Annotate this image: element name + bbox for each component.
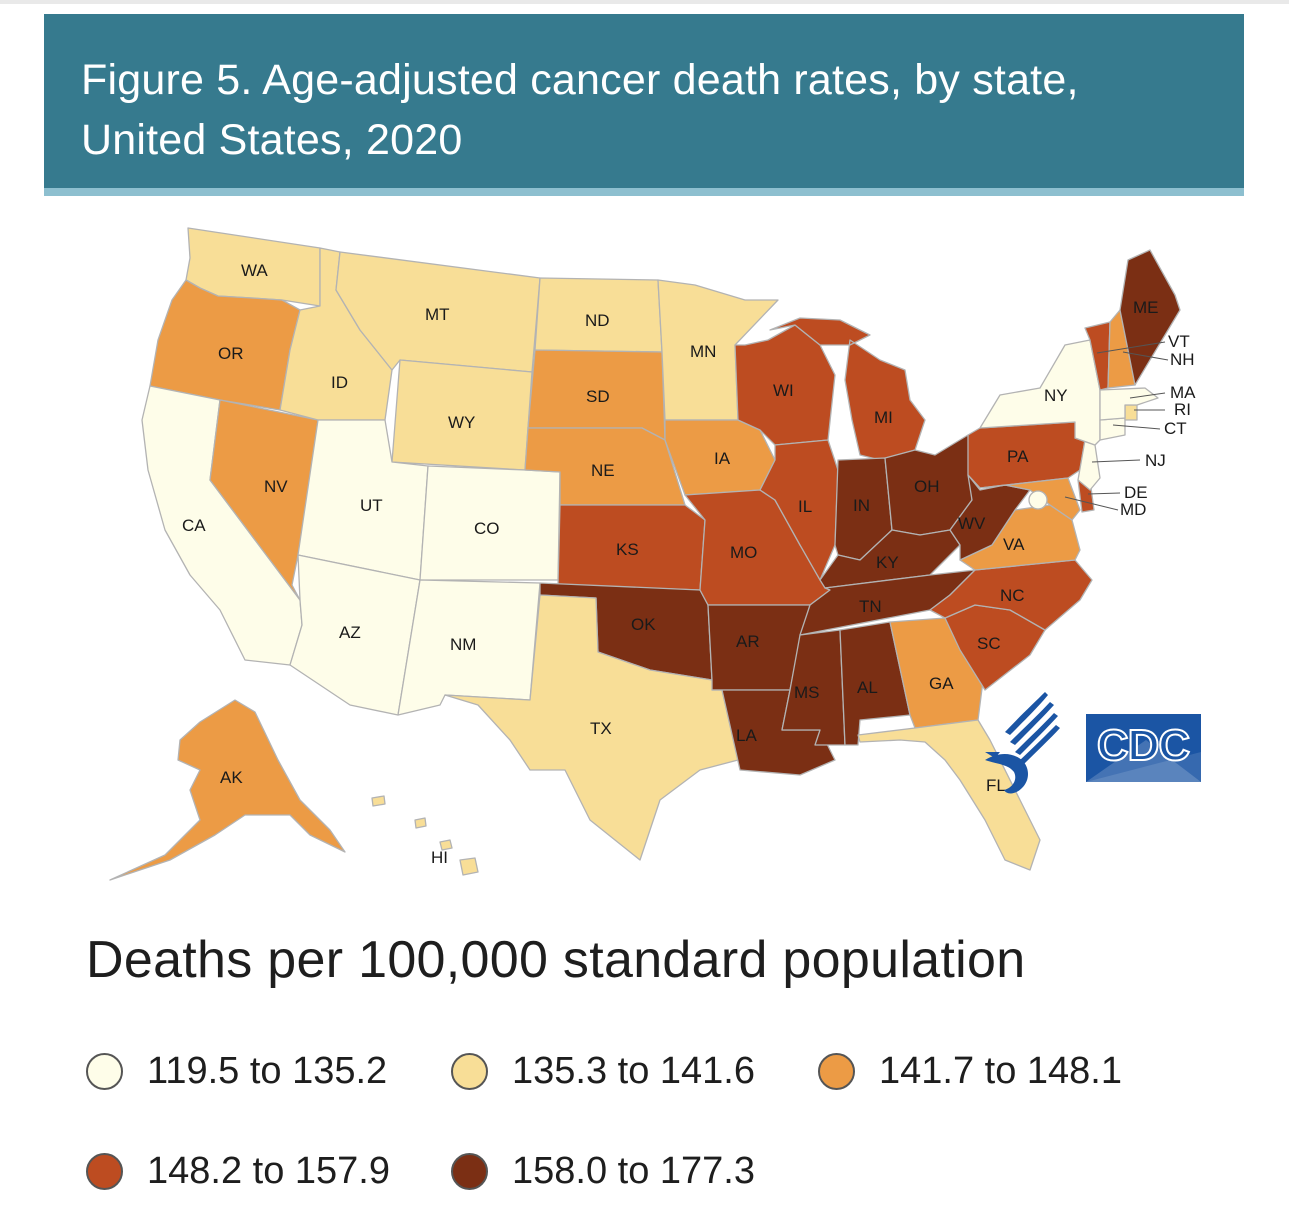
state-label-OH: OH	[914, 477, 940, 496]
state-label-HI: HI	[431, 848, 448, 867]
cdc-logo-text: CDC	[1097, 721, 1190, 770]
state-label-MO: MO	[730, 543, 757, 562]
state-CT[interactable]	[1099, 417, 1126, 441]
state-label-WY: WY	[448, 413, 475, 432]
legend-label: 141.7 to 148.1	[879, 1050, 1122, 1092]
state-label-CT: CT	[1164, 419, 1187, 438]
state-label-IN: IN	[853, 496, 870, 515]
legend-item: 135.3 to 141.6	[451, 1050, 755, 1093]
state-label-MN: MN	[690, 342, 716, 361]
state-ME[interactable]	[1119, 249, 1181, 386]
leader-line-MA	[1129, 392, 1166, 399]
legend-swatch	[451, 1053, 488, 1090]
leader-line-CT	[1112, 424, 1161, 430]
hhs-eagle-icon	[985, 692, 1060, 794]
state-label-NV: NV	[264, 477, 288, 496]
state-label-UT: UT	[360, 496, 383, 515]
state-label-GA: GA	[929, 674, 954, 693]
top-divider	[0, 0, 1289, 4]
state-label-IA: IA	[714, 449, 731, 468]
legend-swatch	[86, 1053, 123, 1090]
leader-line-VT	[1096, 341, 1166, 354]
state-AK[interactable]	[109, 699, 346, 881]
state-label-FL: FL	[986, 776, 1006, 795]
state-label-WV: WV	[958, 514, 986, 533]
legend-item: 148.2 to 157.9	[86, 1150, 390, 1193]
state-label-NM: NM	[450, 635, 476, 654]
state-HI[interactable]	[371, 795, 479, 876]
leader-line-NH	[1122, 351, 1169, 361]
state-label-VT: VT	[1168, 332, 1190, 351]
legend-title: Deaths per 100,000 standard population	[86, 931, 1026, 989]
state-label-MD: MD	[1120, 500, 1146, 519]
state-label-PA: PA	[1007, 447, 1029, 466]
state-label-TN: TN	[859, 597, 882, 616]
state-label-MI: MI	[874, 408, 893, 427]
legend-label: 119.5 to 135.2	[147, 1050, 388, 1092]
figure-header: Figure 5. Age-adjusted cancer death rate…	[44, 14, 1244, 196]
legend-label: 148.2 to 157.9	[147, 1150, 390, 1192]
state-IL[interactable]	[759, 439, 839, 581]
state-label-CO: CO	[474, 519, 500, 538]
state-label-AR: AR	[736, 632, 760, 651]
legend-label: 158.0 to 177.3	[512, 1150, 755, 1192]
state-label-OK: OK	[631, 615, 656, 634]
state-TX[interactable]	[444, 594, 739, 861]
state-label-CA: CA	[182, 516, 206, 535]
state-RI[interactable]	[1124, 404, 1138, 421]
leader-line-MD	[1064, 496, 1119, 511]
state-NC[interactable]	[929, 559, 1093, 631]
state-label-KS: KS	[616, 540, 639, 559]
state-label-ID: ID	[331, 373, 348, 392]
state-MD[interactable]	[979, 477, 1081, 521]
state-label-IL: IL	[798, 497, 812, 516]
legend-item: 119.5 to 135.2	[86, 1050, 387, 1093]
state-label-ND: ND	[585, 311, 610, 330]
state-label-KY: KY	[876, 553, 899, 572]
state-label-SD: SD	[586, 387, 610, 406]
state-label-SC: SC	[977, 634, 1001, 653]
figure-title: Figure 5. Age-adjusted cancer death rate…	[81, 56, 1079, 164]
legend-label: 135.3 to 141.6	[512, 1050, 755, 1092]
legend-swatch	[86, 1153, 123, 1190]
state-label-NE: NE	[591, 461, 615, 480]
state-label-OR: OR	[218, 344, 244, 363]
state-label-NJ: NJ	[1145, 451, 1166, 470]
state-label-AL: AL	[857, 678, 878, 697]
state-label-RI: RI	[1174, 400, 1191, 419]
state-label-DE: DE	[1124, 483, 1148, 502]
state-label-NH: NH	[1170, 350, 1195, 369]
state-label-WA: WA	[241, 261, 268, 280]
state-label-NC: NC	[1000, 586, 1025, 605]
legend-item: 141.7 to 148.1	[818, 1050, 1122, 1093]
us-choropleth-map: WA OR CA NV ID MT WY UT CO AZ NM ND SD N…	[109, 227, 1201, 881]
state-DC[interactable]	[1028, 490, 1048, 510]
state-label-MA: MA	[1170, 383, 1196, 402]
state-label-LA: LA	[736, 726, 757, 745]
state-label-TX: TX	[590, 719, 612, 738]
state-label-VA: VA	[1003, 535, 1025, 554]
state-label-AK: AK	[220, 768, 243, 787]
state-label-MT: MT	[425, 305, 450, 324]
legend-swatch	[451, 1153, 488, 1190]
legend-swatch	[818, 1053, 855, 1090]
state-label-ME: ME	[1133, 298, 1159, 317]
state-label-WI: WI	[773, 381, 794, 400]
legend-item: 158.0 to 177.3	[451, 1150, 755, 1193]
leader-line-DE	[1087, 492, 1121, 495]
state-label-AZ: AZ	[339, 623, 361, 642]
cdc-logo: CDC	[1086, 714, 1201, 782]
state-label-MS: MS	[794, 683, 820, 702]
leader-line-NJ	[1091, 459, 1141, 463]
state-VT[interactable]	[1084, 321, 1111, 391]
state-label-NY: NY	[1044, 386, 1068, 405]
